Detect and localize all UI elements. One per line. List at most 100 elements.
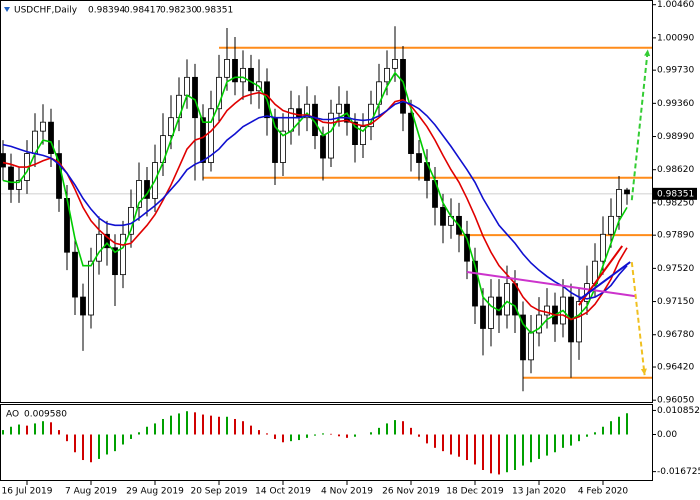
symbol: USDCHF,Daily xyxy=(14,6,78,16)
candle-body xyxy=(480,305,486,329)
candle-body xyxy=(304,103,310,119)
candle-body xyxy=(96,233,102,262)
candle-body xyxy=(200,117,206,163)
candle-body xyxy=(400,58,406,114)
moving-average xyxy=(2,100,628,300)
y-tick-label: 0.98990 xyxy=(657,132,694,142)
annotation-arrowhead xyxy=(640,368,647,376)
ao-name: AO xyxy=(6,410,19,420)
ohlc-low: 0.98230 xyxy=(160,6,197,16)
x-tick-label: 4 Nov 2019 xyxy=(321,487,373,497)
y-tick-label: 0.96420 xyxy=(657,363,694,373)
annotation-line xyxy=(578,261,631,301)
ao-pane-frame xyxy=(0,404,653,481)
candle-body xyxy=(392,58,398,69)
candle-body xyxy=(320,135,326,159)
candle-body xyxy=(624,189,630,195)
y-tick-label: 1.00460 xyxy=(657,0,694,10)
annotation-line xyxy=(466,270,636,298)
x-tick-label: 20 Sep 2019 xyxy=(190,487,247,497)
ao-tick-label: -0.016725 xyxy=(657,467,700,477)
x-tick-label: 4 Feb 2020 xyxy=(578,487,629,497)
y-tick-label: 1.00090 xyxy=(657,33,694,43)
candle-body xyxy=(184,76,190,96)
candle-body xyxy=(296,108,302,119)
ao-tick-label: 0.010852 xyxy=(657,406,700,416)
candle-body xyxy=(192,76,198,119)
candle-body xyxy=(352,121,358,146)
candle-body xyxy=(208,108,214,163)
candle-body xyxy=(608,215,614,235)
candle-body xyxy=(112,247,118,276)
candle-body xyxy=(328,112,334,159)
annotation-line xyxy=(630,261,646,376)
price-pane-frame xyxy=(0,0,653,403)
candle-body xyxy=(520,314,526,361)
annotation-line xyxy=(630,49,649,201)
candle-body xyxy=(496,296,502,316)
candle-body xyxy=(136,180,142,208)
candle-body xyxy=(440,206,446,226)
candle-body xyxy=(600,233,606,262)
y-tick-label: 0.98620 xyxy=(657,165,694,175)
candle-body xyxy=(544,305,550,316)
y-tick-label: 0.97890 xyxy=(657,231,694,241)
candle-body xyxy=(48,121,54,154)
candle-body xyxy=(616,189,622,217)
ao-current: 0.009580 xyxy=(24,410,67,420)
x-tick-label: 13 Jan 2020 xyxy=(512,487,566,497)
candle-body xyxy=(232,58,238,83)
candle-body xyxy=(576,301,582,343)
y-tick-label: 0.99730 xyxy=(657,66,694,76)
candle-body xyxy=(488,296,494,329)
ohlc-high: 0.98417 xyxy=(124,6,161,16)
y-tick-label: 0.96780 xyxy=(657,330,694,340)
candle-body xyxy=(504,283,510,316)
candle-body xyxy=(240,67,246,83)
candle-body xyxy=(80,296,86,316)
x-tick-label: 29 Aug 2019 xyxy=(126,487,184,497)
y-tick-label: 0.96050 xyxy=(657,396,694,406)
candle-body xyxy=(336,103,342,114)
y-tick-label: 0.97150 xyxy=(657,297,694,307)
candle-body xyxy=(104,233,110,249)
x-tick-label: 26 Nov 2019 xyxy=(382,487,440,497)
candle-body xyxy=(384,67,390,83)
candle-body xyxy=(72,251,78,298)
candle-body xyxy=(40,121,46,132)
moving-average xyxy=(2,71,628,334)
y-tick-label: 0.98250 xyxy=(657,198,694,208)
candle-body xyxy=(408,112,414,154)
candle-body xyxy=(536,314,542,334)
x-tick-label: 16 Jul 2019 xyxy=(2,487,53,497)
candle-body xyxy=(216,76,222,110)
candle-body xyxy=(528,332,534,361)
x-tick-label: 7 Aug 2019 xyxy=(65,487,117,497)
ao-tick-label: 0.00 xyxy=(657,430,677,440)
annotation-arrowhead xyxy=(644,49,651,57)
candle-body xyxy=(168,117,174,137)
candle-body xyxy=(16,180,22,190)
candle-body xyxy=(224,58,230,78)
current-price-label: 0.98351 xyxy=(657,189,694,199)
candle-body xyxy=(88,260,94,316)
candle-body xyxy=(280,130,286,163)
y-tick-label: 0.97520 xyxy=(657,264,694,274)
ohlc-open: 0.98394 xyxy=(88,6,125,16)
candle-body xyxy=(120,233,126,276)
y-tick-label: 0.99360 xyxy=(657,99,694,109)
candle-body xyxy=(248,67,254,92)
candle-body xyxy=(472,260,478,307)
x-tick-label: 18 Dec 2019 xyxy=(446,487,504,497)
ohlc-close: 0.98351 xyxy=(196,6,233,16)
candle-body xyxy=(8,166,14,190)
candle-body xyxy=(56,153,62,199)
candle-body xyxy=(0,153,6,168)
current-price-box xyxy=(653,187,697,200)
candle-body xyxy=(360,126,366,146)
candle-body xyxy=(416,153,422,163)
x-tick-label: 14 Oct 2019 xyxy=(255,487,311,497)
symbol-icon xyxy=(4,7,10,12)
